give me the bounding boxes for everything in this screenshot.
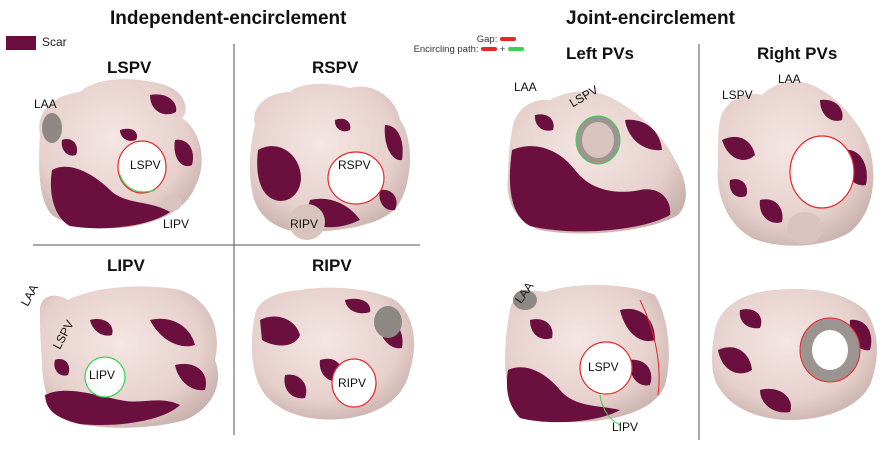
panel-lspv-atrium bbox=[39, 79, 202, 229]
scar-legend-swatch bbox=[6, 36, 36, 50]
path-legend-label: Encircling path: bbox=[413, 44, 479, 55]
panel-title-lipv: LIPV bbox=[107, 256, 145, 275]
label-lspv: LSPV bbox=[130, 158, 161, 172]
label-lspv: LSPV bbox=[588, 360, 619, 374]
path-legend-swatch-red bbox=[481, 47, 498, 52]
panel-ripv-atrium bbox=[251, 287, 415, 420]
label-lspv: LSPV bbox=[722, 88, 753, 102]
panel-title-right-pvs: Right PVs bbox=[757, 44, 838, 63]
gap-legend: Gap: bbox=[392, 34, 516, 45]
label-lipv: LIPV bbox=[163, 217, 190, 231]
scar-legend-label: Scar bbox=[42, 35, 67, 49]
section-title-independent: Independent-encirclement bbox=[110, 8, 347, 29]
gap-legend-label: Gap: bbox=[476, 34, 498, 45]
panel-title-lspv: LSPV bbox=[107, 58, 152, 77]
panel-title-left-pvs: Left PVs bbox=[566, 44, 635, 63]
panel-title-rspv: RSPV bbox=[312, 58, 359, 77]
label-rspv: RSPV bbox=[338, 158, 371, 172]
path-legend-plus: + bbox=[499, 44, 506, 55]
panel-title-ripv: RIPV bbox=[312, 256, 352, 275]
label-ripv: RIPV bbox=[338, 376, 367, 390]
panel-right-pvs-bottom-atrium bbox=[711, 288, 877, 420]
panel-left-pvs-bottom-atrium bbox=[505, 284, 669, 426]
panel-rspv-atrium bbox=[249, 83, 410, 240]
gap-legend-swatch bbox=[500, 37, 516, 42]
panel-right-pvs-top-atrium bbox=[717, 81, 874, 246]
path-legend: Encircling path: + bbox=[392, 44, 524, 55]
path-legend-swatch-green bbox=[508, 47, 524, 52]
label-laa: LAA bbox=[34, 97, 57, 111]
label-ripv: RIPV bbox=[290, 217, 319, 231]
label-lipv: LIPV bbox=[89, 368, 116, 382]
panel-left-pvs-top-atrium bbox=[507, 91, 686, 234]
section-title-joint: Joint-encirclement bbox=[566, 8, 735, 29]
panel-lipv-atrium bbox=[40, 286, 219, 428]
label-lipv: LIPV bbox=[612, 420, 639, 434]
label-laa: LAA bbox=[778, 72, 801, 86]
label-laa: LAA bbox=[514, 80, 537, 94]
